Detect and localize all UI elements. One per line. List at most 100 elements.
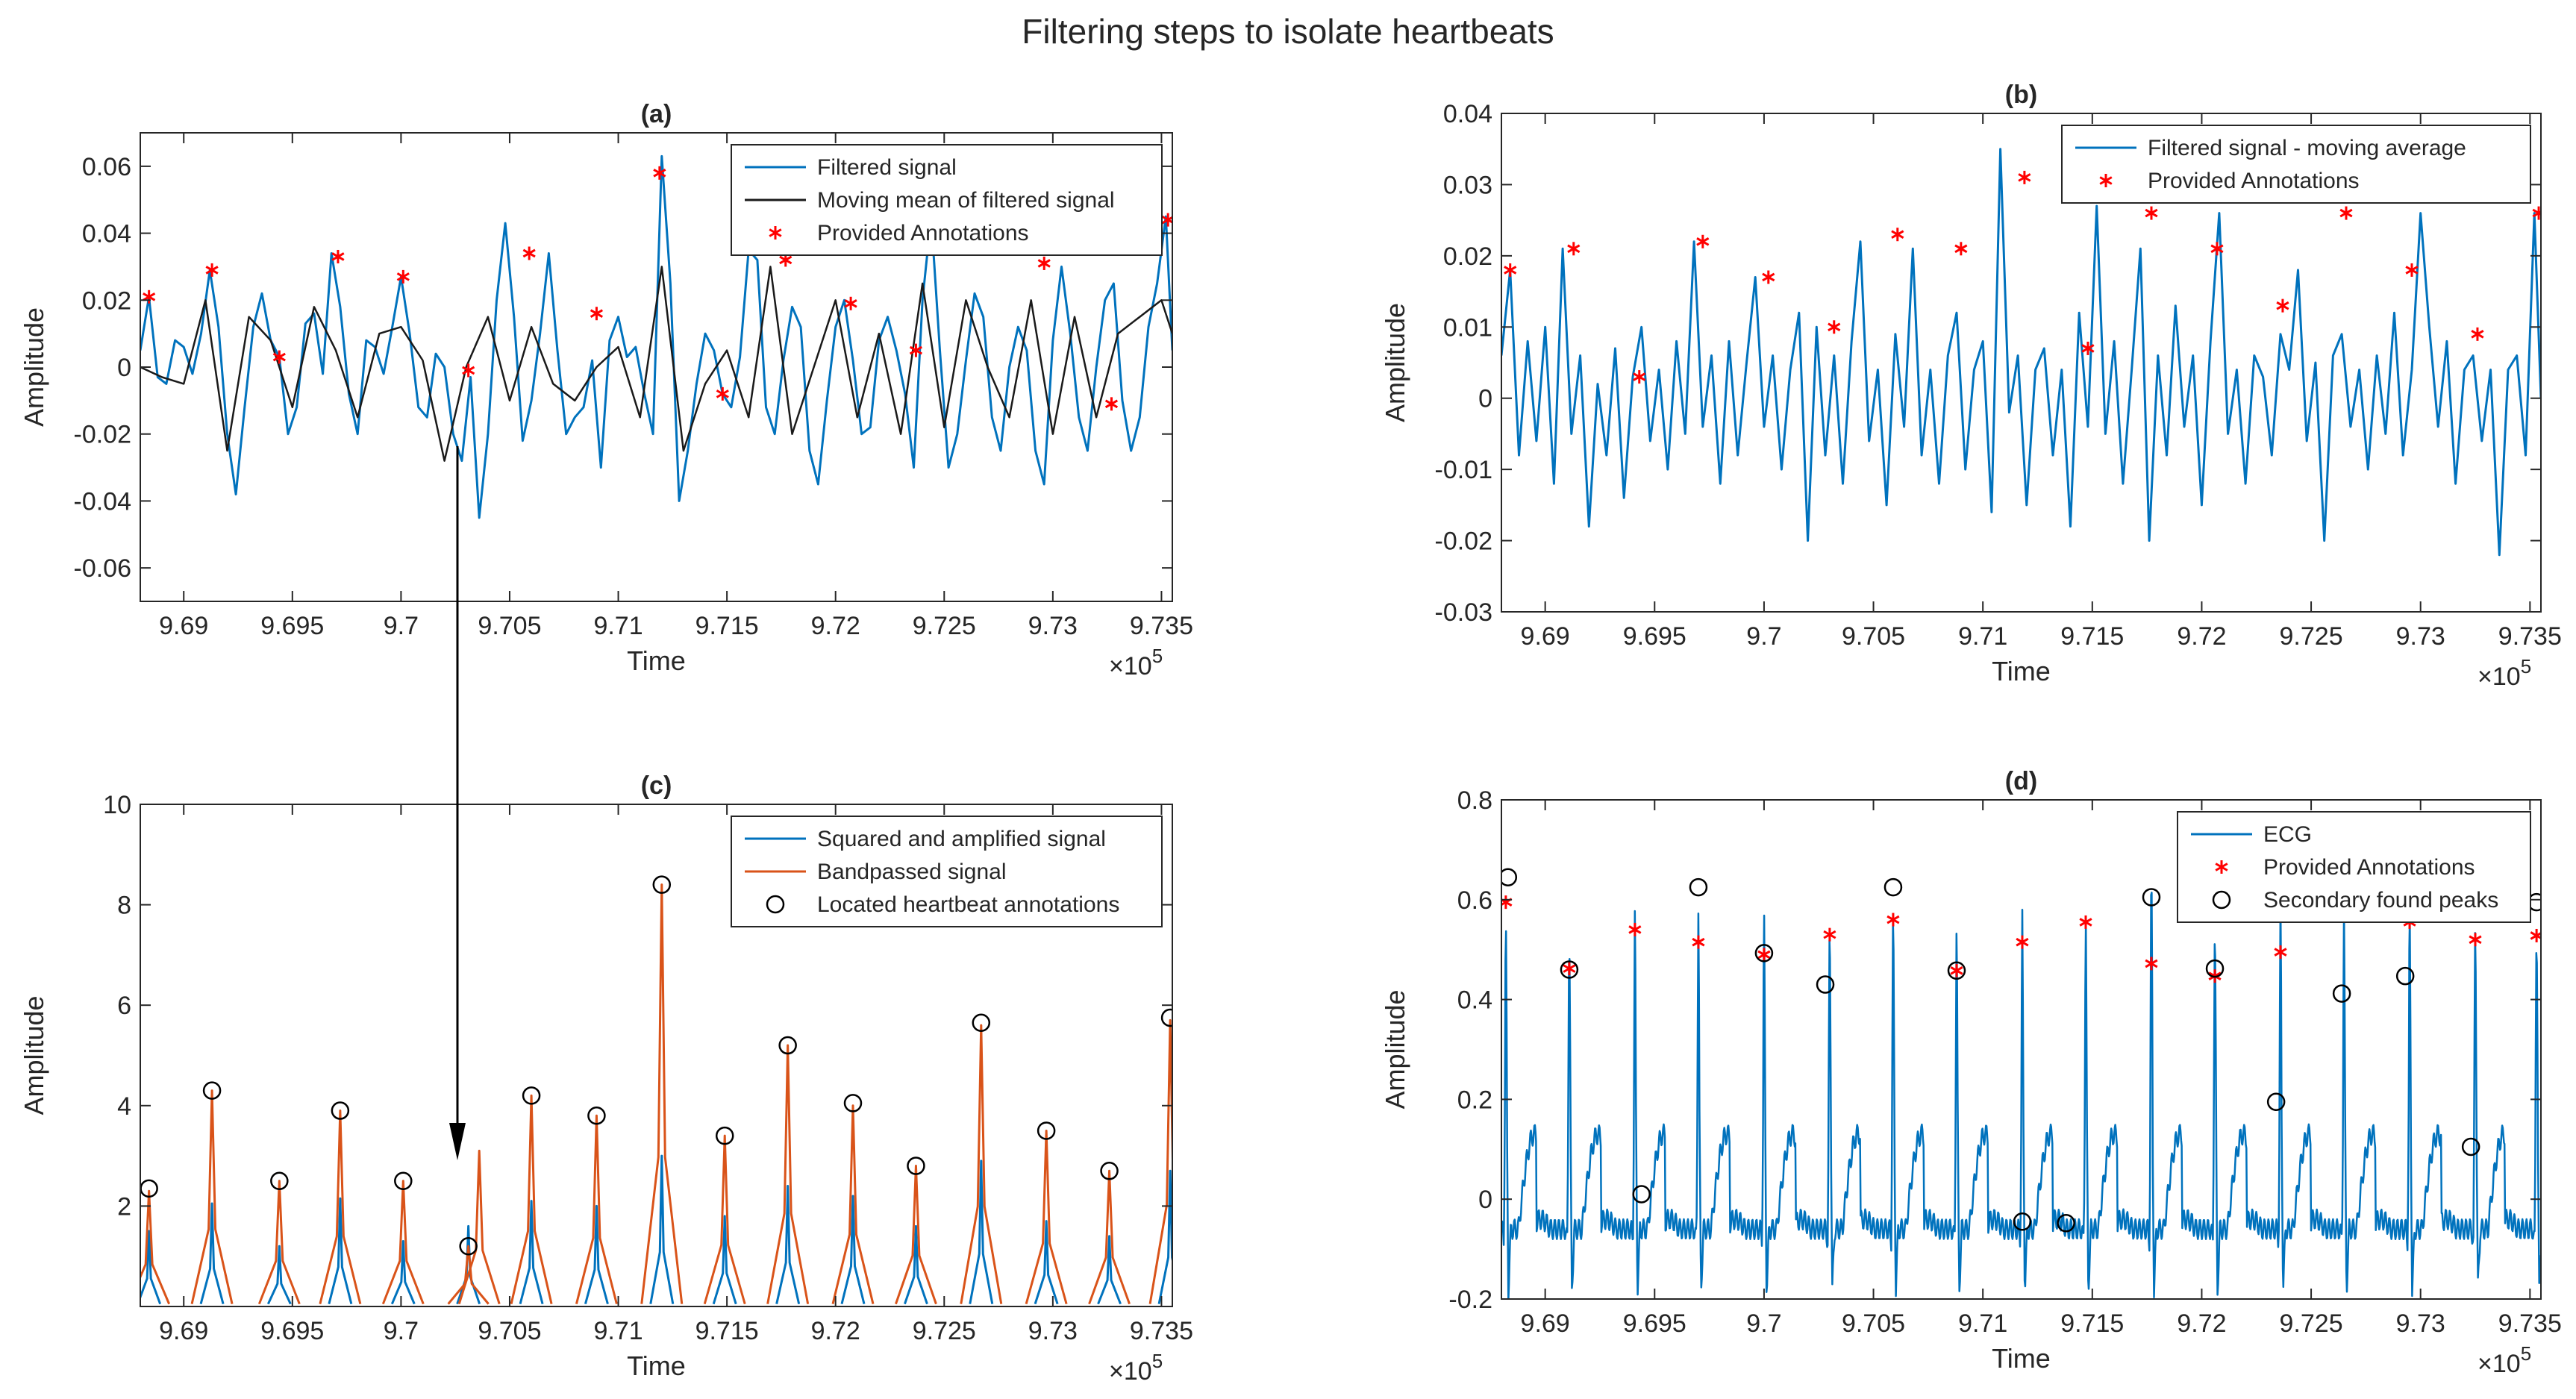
annotation-marker xyxy=(1954,242,1968,256)
panel-d: (d) 9.69 9.695 9.7 9.705 9.71 9.715 9.72 9.725 9.… xyxy=(1380,767,2562,1378)
annotation-marker xyxy=(462,363,475,378)
peak-marker xyxy=(522,1086,541,1105)
peak-marker xyxy=(394,1171,413,1190)
annotation-marker xyxy=(1823,927,1836,942)
x-tick-label: 9.69 xyxy=(159,1317,208,1345)
peak-marker xyxy=(2013,1212,2032,1231)
legend-asterisk-swatch xyxy=(2215,860,2228,874)
asterisk-stroke xyxy=(1891,230,1904,240)
y-tick-label: -0.01 xyxy=(1435,456,1493,484)
annotation-marker xyxy=(2471,327,2484,341)
x-tick-label: 9.72 xyxy=(811,1317,860,1345)
peak-marker xyxy=(778,1036,797,1055)
asterisk-stroke xyxy=(2274,948,2287,957)
asterisk-stroke xyxy=(844,298,857,308)
plot-series xyxy=(140,154,1172,519)
asterisk-stroke xyxy=(2276,301,2289,310)
x-tick-label: 9.7 xyxy=(1746,1309,1781,1338)
asterisk-stroke xyxy=(2469,935,2482,945)
series-spike-1-16 xyxy=(1088,1169,1131,1305)
series-spike-1-12 xyxy=(831,1104,875,1304)
asterisk-stroke xyxy=(1828,322,1841,332)
legend-entry-label: Provided Annotations xyxy=(817,221,1029,245)
panel-title: (c) xyxy=(641,772,672,800)
legend: Filtered signal - moving average Provided… xyxy=(2061,125,2531,204)
asterisk-stroke xyxy=(396,272,410,281)
y-tick-label: 0.6 xyxy=(1457,886,1492,915)
legend-entry-label: Secondary found peaks xyxy=(2263,888,2498,913)
annotation-marker xyxy=(1886,913,1900,927)
y-tick-label: -0.02 xyxy=(1435,528,1493,556)
x-tick-label: 9.695 xyxy=(1623,622,1686,651)
peak-marker xyxy=(1560,960,1579,979)
panel-b: (b) 9.69 9.695 9.7 9.705 9.71 9.715 9.72 9.725 9.… xyxy=(1380,81,2562,691)
y-tick-label: -0.06 xyxy=(74,554,132,583)
x-tick-label: 9.71 xyxy=(593,1317,643,1345)
asterisk-stroke xyxy=(1692,937,1705,947)
asterisk-stroke xyxy=(522,248,536,258)
plot-series xyxy=(1501,148,2541,557)
series-spike-0-6 xyxy=(519,1200,544,1305)
legend-box xyxy=(2061,125,2531,204)
x-tick-label: 9.73 xyxy=(2396,1309,2445,1338)
panel-a: (a) 9.69 9.695 9.7 9.705 9.71 9.715 9.72 9.725 9.… xyxy=(19,100,1193,680)
peak-marker xyxy=(1037,1121,1056,1140)
asterisk-stroke xyxy=(1633,372,1646,381)
y-tick-label: 0.8 xyxy=(1457,786,1492,815)
peak-marker xyxy=(1883,877,1903,897)
series-spike-0-2 xyxy=(266,1245,292,1305)
annotation-marker xyxy=(2339,206,2353,220)
peak-marker xyxy=(972,1013,991,1033)
peak-marker xyxy=(1816,975,1835,994)
annotation-marker xyxy=(2079,915,2092,929)
asterisk-stroke xyxy=(1954,244,1968,254)
peak-marker xyxy=(2266,1092,2286,1111)
x-tick-label: 9.725 xyxy=(2280,622,2343,651)
peak-marker xyxy=(2205,959,2225,978)
x-tick-label: 9.725 xyxy=(913,1317,976,1345)
annotation-marker xyxy=(1563,962,1576,976)
y-tick-label: 0.02 xyxy=(1443,242,1492,271)
x-exponent-base: ×10 xyxy=(1109,1357,1152,1386)
annotation-marker xyxy=(653,166,666,180)
x-tick-label: 9.72 xyxy=(2177,1309,2226,1338)
y-tick-label: 2 xyxy=(117,1192,131,1221)
peak-marker xyxy=(270,1171,289,1190)
series-spike-1-2 xyxy=(257,1180,301,1305)
asterisk-stroke xyxy=(1628,925,1642,934)
annotation-marker xyxy=(1567,242,1581,256)
y-tick-label: 0.02 xyxy=(82,287,131,315)
peak-marker xyxy=(202,1081,222,1100)
x-tick-label: 9.725 xyxy=(2280,1309,2343,1338)
legend-circle-swatch xyxy=(2212,890,2231,910)
asterisk-stroke xyxy=(2145,959,2158,968)
x-exponent-base: ×10 xyxy=(2477,1350,2521,1378)
legend: ECG Provided Annotations Secondary found p… xyxy=(2177,811,2531,923)
legend-asterisk-swatch xyxy=(2099,174,2113,187)
annotation-marker xyxy=(2276,298,2289,313)
annotation-marker xyxy=(1037,256,1051,270)
asterisk-stroke xyxy=(2018,173,2031,182)
y-tick-label: -0.04 xyxy=(74,487,132,516)
series-spike-1-10 xyxy=(703,1134,746,1305)
asterisk-stroke xyxy=(2215,863,2228,871)
x-tick-label: 9.7 xyxy=(1746,622,1781,651)
y-tick-label: 0.2 xyxy=(1457,1086,1492,1114)
legend-circle-swatch xyxy=(766,895,785,914)
asterisk-stroke xyxy=(1823,930,1836,939)
series-spike-1-1 xyxy=(190,1089,234,1304)
y-axis-label: Amplitude xyxy=(1380,989,1410,1109)
peak-marker xyxy=(2142,888,2161,907)
peak-marker xyxy=(1632,1185,1651,1204)
asterisk-stroke xyxy=(1504,266,1517,275)
asterisk-stroke xyxy=(1950,965,1963,975)
x-exponent-label: ×105 xyxy=(1109,1350,1163,1386)
asterisk-stroke xyxy=(2016,937,2029,947)
asterisk-stroke xyxy=(716,389,729,398)
series-spike-1-0 xyxy=(140,1189,171,1305)
y-tick-label: 0.03 xyxy=(1443,171,1492,199)
x-tick-label: 9.705 xyxy=(478,612,541,640)
series-spike-0-4 xyxy=(390,1240,416,1305)
x-exponent-label: ×105 xyxy=(2477,655,2531,691)
y-axis-label: Amplitude xyxy=(19,307,49,427)
